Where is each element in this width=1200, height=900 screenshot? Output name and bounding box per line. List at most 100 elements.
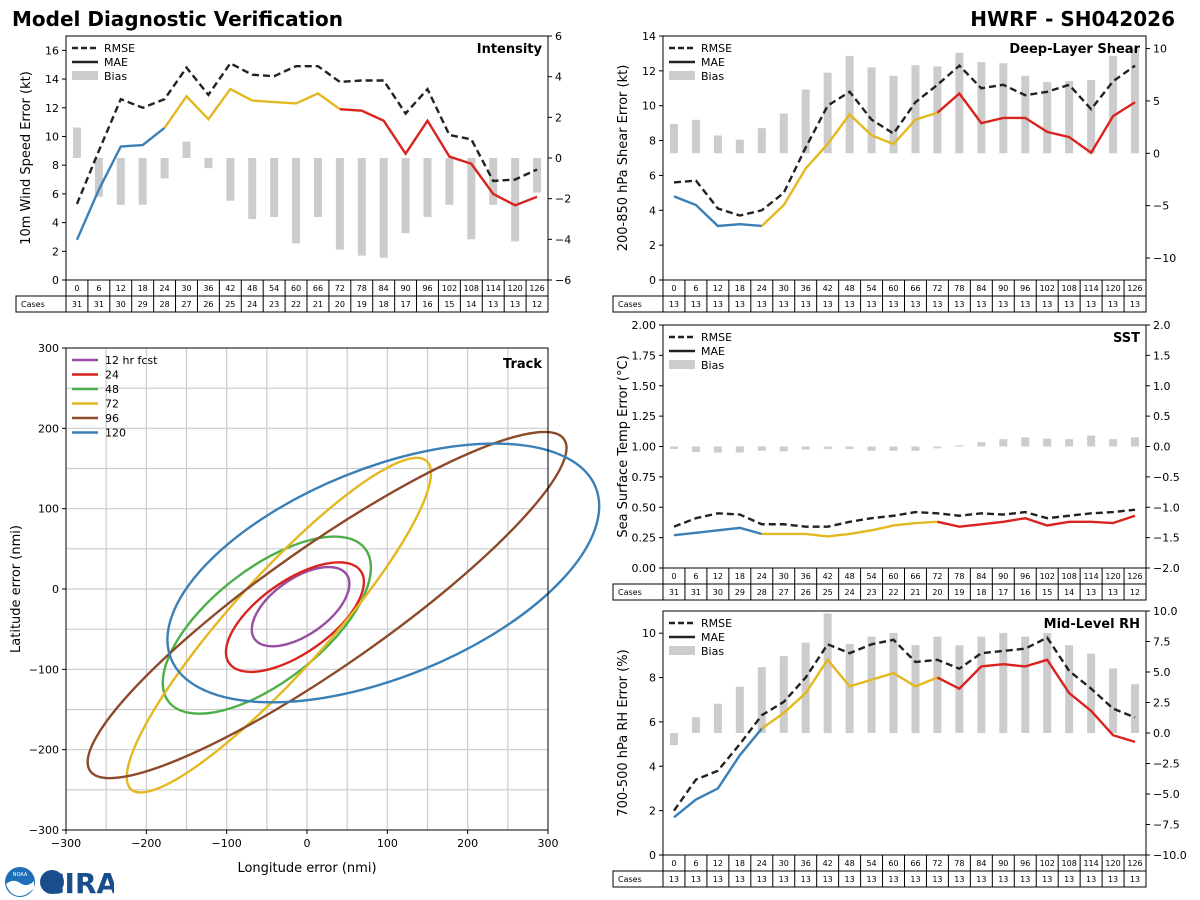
rh-bias-bar <box>1043 632 1052 733</box>
rh-hour-label: 36 <box>801 859 811 868</box>
rh-y2tick-label: 0.0 <box>1153 727 1171 740</box>
sst-hour-label: 30 <box>779 572 789 581</box>
shear-bias-bar <box>999 63 1008 154</box>
track-legend-label: 48 <box>105 383 119 396</box>
sst-hour-label: 90 <box>998 572 1008 581</box>
sst-case-count: 15 <box>1042 588 1052 597</box>
rh-axes-frame <box>662 610 1147 856</box>
sst-hour-label: 18 <box>735 572 745 581</box>
track-xtick-label: −200 <box>131 837 161 850</box>
sst-ytick-label: 1.75 <box>632 349 657 362</box>
intensity-mae-line <box>163 87 341 129</box>
rh-case-count: 13 <box>1064 875 1074 884</box>
cira-logo: NOAA CIRA <box>5 867 114 898</box>
rh-hour-label: 72 <box>932 859 942 868</box>
track-xtick-label: 200 <box>457 837 478 850</box>
sst-ytick-label: 0.50 <box>632 501 657 514</box>
rh-bias-bar <box>779 656 788 733</box>
rh-legend-bias: Bias <box>701 645 724 658</box>
sst-mae-line <box>673 526 763 537</box>
intensity-y2tick-label: 4 <box>555 71 562 84</box>
track-title: Track <box>503 357 542 372</box>
intensity-case-count: 12 <box>532 300 542 309</box>
page-title: Model Diagnostic Verification <box>12 7 343 31</box>
sst-hour-label: 120 <box>1105 572 1120 581</box>
sst-ytick-label: 1.00 <box>632 441 657 454</box>
shear-bias-bar <box>801 89 810 154</box>
sst-y2tick-label: −1.0 <box>1153 501 1180 514</box>
sst-bias-bar <box>823 446 832 449</box>
sst-panel: 0.000.250.500.751.001.251.501.752.00−2.0… <box>612 319 1180 601</box>
track-ellipse-96 <box>86 430 568 780</box>
shear-case-count: 13 <box>779 300 789 309</box>
shear-hour-label: 30 <box>779 284 789 293</box>
rh-case-count: 13 <box>823 875 833 884</box>
sst-legend-mae: MAE <box>701 345 725 358</box>
intensity-hour-label: 120 <box>507 284 522 293</box>
rh-ytick-label: 4 <box>649 760 656 773</box>
intensity-hour-label: 108 <box>464 284 479 293</box>
intensity-ylabel: 10m Wind Speed Error (kt) <box>19 71 34 245</box>
sst-bias-bar <box>1087 435 1096 447</box>
shear-hour-label: 90 <box>998 284 1008 293</box>
shear-bias-bar <box>911 65 920 154</box>
intensity-ytick-label: 0 <box>52 274 59 287</box>
intensity-case-count: 17 <box>400 300 410 309</box>
sst-y2tick-label: −2.0 <box>1153 562 1180 575</box>
rh-hour-label: 126 <box>1127 859 1142 868</box>
shear-hour-label: 0 <box>671 284 676 293</box>
shear-bias-bar <box>867 67 876 154</box>
rh-hour-label: 78 <box>954 859 964 868</box>
shear-bias-bar <box>1021 75 1030 154</box>
track-ytick-label: 100 <box>38 503 59 516</box>
rh-hour-label: 0 <box>671 859 676 868</box>
rh-bias-bar <box>1065 645 1074 733</box>
shear-case-count: 13 <box>998 300 1008 309</box>
shear-bias-bar <box>1109 55 1118 154</box>
shear-ylabel: 200-850 hPa Shear Error (kt) <box>616 65 631 252</box>
track-xlabel: Longitude error (nmi) <box>237 861 376 876</box>
rh-hour-label: 96 <box>1020 859 1030 868</box>
intensity-case-count: 24 <box>247 300 257 309</box>
intensity-bias-bar <box>533 158 542 193</box>
intensity-case-count: 15 <box>444 300 454 309</box>
intensity-axes-frame <box>65 35 549 281</box>
rh-case-count: 13 <box>801 875 811 884</box>
sst-hour-label: 54 <box>866 572 876 581</box>
rh-case-count: 13 <box>757 875 767 884</box>
intensity-bias-bar <box>160 158 169 179</box>
sst-hour-label: 102 <box>1040 572 1055 581</box>
cira-globe-icon <box>40 870 64 894</box>
sst-bias-bar <box>933 446 942 449</box>
rh-y2tick-label: 7.5 <box>1153 636 1171 649</box>
shear-case-count: 13 <box>954 300 964 309</box>
shear-hour-label: 12 <box>713 284 723 293</box>
shear-case-count: 13 <box>845 300 855 309</box>
intensity-case-count: 29 <box>138 300 148 309</box>
sst-legend-rmse: RMSE <box>701 331 732 344</box>
sst-hour-label: 126 <box>1127 572 1142 581</box>
intensity-y2tick-label: −6 <box>555 274 571 287</box>
sst-bias-bar <box>1131 437 1140 447</box>
storm-title: HWRF - SH042026 <box>970 7 1175 31</box>
shear-bias-bar <box>735 139 744 154</box>
shear-case-count: 13 <box>932 300 942 309</box>
sst-bias-bar <box>955 445 964 447</box>
sst-bias-bar <box>757 446 766 451</box>
sst-hour-label: 72 <box>932 572 942 581</box>
rh-panel: 0246810−10.0−7.5−5.0−2.50.02.55.07.510.0… <box>612 605 1187 888</box>
sst-case-count: 21 <box>910 588 920 597</box>
track-xtick-label: −100 <box>212 837 242 850</box>
shear-case-count: 13 <box>669 300 679 309</box>
intensity-legend-mae: MAE <box>104 56 128 69</box>
rh-bias-bar <box>911 645 920 733</box>
shear-hour-label: 54 <box>866 284 876 293</box>
shear-ytick-label: 14 <box>642 30 656 43</box>
intensity-bias-bar <box>248 158 257 219</box>
sst-hour-label: 12 <box>713 572 723 581</box>
track-legend-label: 120 <box>105 427 126 440</box>
noaa-wave-icon <box>6 880 34 896</box>
intensity-ytick-label: 6 <box>52 188 59 201</box>
rh-hour-label: 102 <box>1040 859 1055 868</box>
sst-case-count: 25 <box>823 588 833 597</box>
